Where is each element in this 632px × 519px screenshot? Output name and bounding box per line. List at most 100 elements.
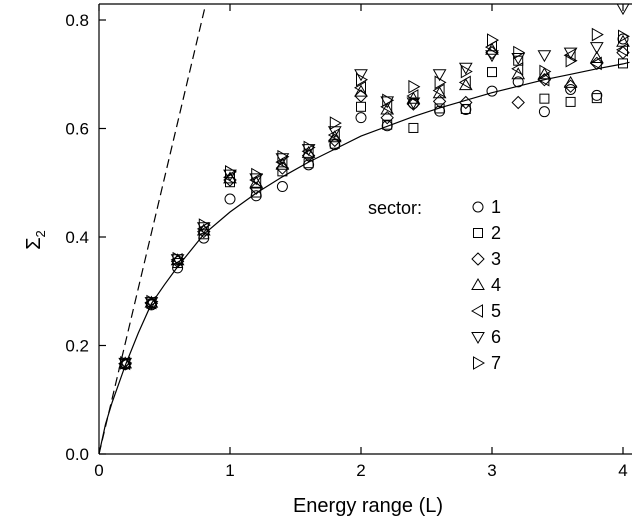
- data-point: [565, 53, 578, 68]
- legend-marker-7: [473, 356, 486, 370]
- data-point: [563, 47, 578, 60]
- data-point: [458, 62, 473, 75]
- data-point: [539, 64, 552, 79]
- y-tick-label: 0.0: [65, 445, 89, 464]
- data-point: [223, 171, 237, 184]
- legend-label-2: 2: [491, 223, 501, 243]
- data-point: [277, 149, 290, 164]
- data-point: [487, 33, 500, 47]
- data-point: [459, 95, 473, 110]
- legend-label-5: 5: [491, 301, 501, 321]
- x-tick-label: 4: [618, 461, 627, 480]
- data-point: [406, 97, 421, 110]
- legend-marker-6: [471, 332, 485, 345]
- legend-marker-4: [471, 277, 485, 290]
- data-point: [408, 79, 421, 94]
- data-point: [616, 4, 630, 16]
- axes-ticks: 0 1 2 3 4 0.0 0.2 0.4 0.6 0.8: [65, 4, 628, 480]
- x-tick-label: 0: [94, 461, 103, 480]
- data-point: [353, 80, 366, 95]
- data-point: [408, 122, 419, 133]
- data-point: [380, 110, 394, 125]
- data-points: [118, 4, 631, 371]
- data-point: [513, 45, 526, 60]
- data-point: [276, 181, 288, 193]
- data-point: [591, 93, 602, 104]
- data-point: [563, 75, 578, 88]
- data-point: [223, 169, 237, 182]
- data-point: [589, 56, 602, 71]
- data-point: [196, 222, 211, 235]
- plot-frame: [98, 3, 632, 455]
- data-point: [277, 166, 288, 177]
- y-tick-label: 0.6: [65, 120, 89, 139]
- legend-label-7: 7: [491, 353, 501, 373]
- data-point: [486, 85, 498, 97]
- x-tick-label: 1: [225, 461, 234, 480]
- data-point: [406, 89, 419, 103]
- data-point: [539, 93, 550, 104]
- x-tick-label: 2: [356, 461, 365, 480]
- data-point: [537, 72, 550, 87]
- reference-line: [99, 4, 207, 454]
- data-point: [565, 96, 576, 107]
- data-point: [198, 218, 211, 232]
- y-axis-label-main: Σ: [23, 237, 45, 249]
- data-point: [303, 140, 316, 155]
- y-axis-label: Σ2: [23, 230, 48, 250]
- x-axis-label: Energy range (L): [293, 495, 443, 517]
- legend-label-6: 6: [491, 327, 501, 347]
- data-point: [382, 119, 393, 130]
- legend-label-1: 1: [491, 197, 501, 217]
- data-point: [120, 356, 133, 370]
- legend-marker-1: [472, 201, 484, 213]
- y-tick-label: 0.2: [65, 337, 89, 356]
- data-point: [354, 84, 368, 97]
- data-point: [512, 76, 524, 88]
- data-point: [356, 72, 369, 87]
- data-point: [485, 50, 499, 63]
- data-point: [487, 67, 497, 78]
- data-point: [589, 42, 604, 55]
- data-point: [355, 112, 367, 124]
- data-point: [146, 294, 159, 309]
- data-point: [458, 75, 471, 90]
- data-point: [511, 53, 526, 66]
- data-point: [432, 94, 447, 109]
- data-point: [511, 95, 525, 110]
- legend: sector: 1 2 3 4 5 6 7: [368, 197, 501, 373]
- legend-label-4: 4: [491, 275, 501, 295]
- legend-marker-2: [473, 228, 483, 238]
- data-point: [329, 138, 340, 149]
- svg-text:Σ2: Σ2: [23, 230, 48, 250]
- y-tick-label: 0.4: [65, 228, 89, 247]
- data-point: [225, 165, 238, 179]
- y-tick-label: 0.8: [65, 11, 89, 30]
- data-point: [251, 187, 262, 198]
- data-point: [303, 158, 314, 169]
- data-point: [460, 103, 471, 114]
- data-point: [460, 64, 473, 79]
- data-point: [591, 89, 603, 101]
- series-6: [118, 4, 630, 370]
- data-point: [327, 128, 340, 142]
- data-point: [563, 48, 576, 63]
- data-point: [275, 155, 288, 169]
- data-point: [432, 83, 445, 98]
- series-7: [120, 27, 631, 370]
- legend-marker-5: [470, 304, 483, 318]
- x-tick-label: 3: [487, 461, 496, 480]
- data-point: [432, 69, 447, 82]
- data-point: [329, 116, 342, 130]
- data-point: [589, 50, 604, 63]
- data-point: [591, 27, 604, 42]
- data-point: [118, 357, 133, 370]
- data-point: [251, 167, 264, 182]
- data-point: [537, 50, 552, 63]
- data-point: [249, 173, 264, 186]
- data-point: [434, 75, 447, 90]
- data-point: [356, 101, 366, 112]
- data-point: [615, 42, 628, 57]
- legend-marker-3: [471, 252, 485, 266]
